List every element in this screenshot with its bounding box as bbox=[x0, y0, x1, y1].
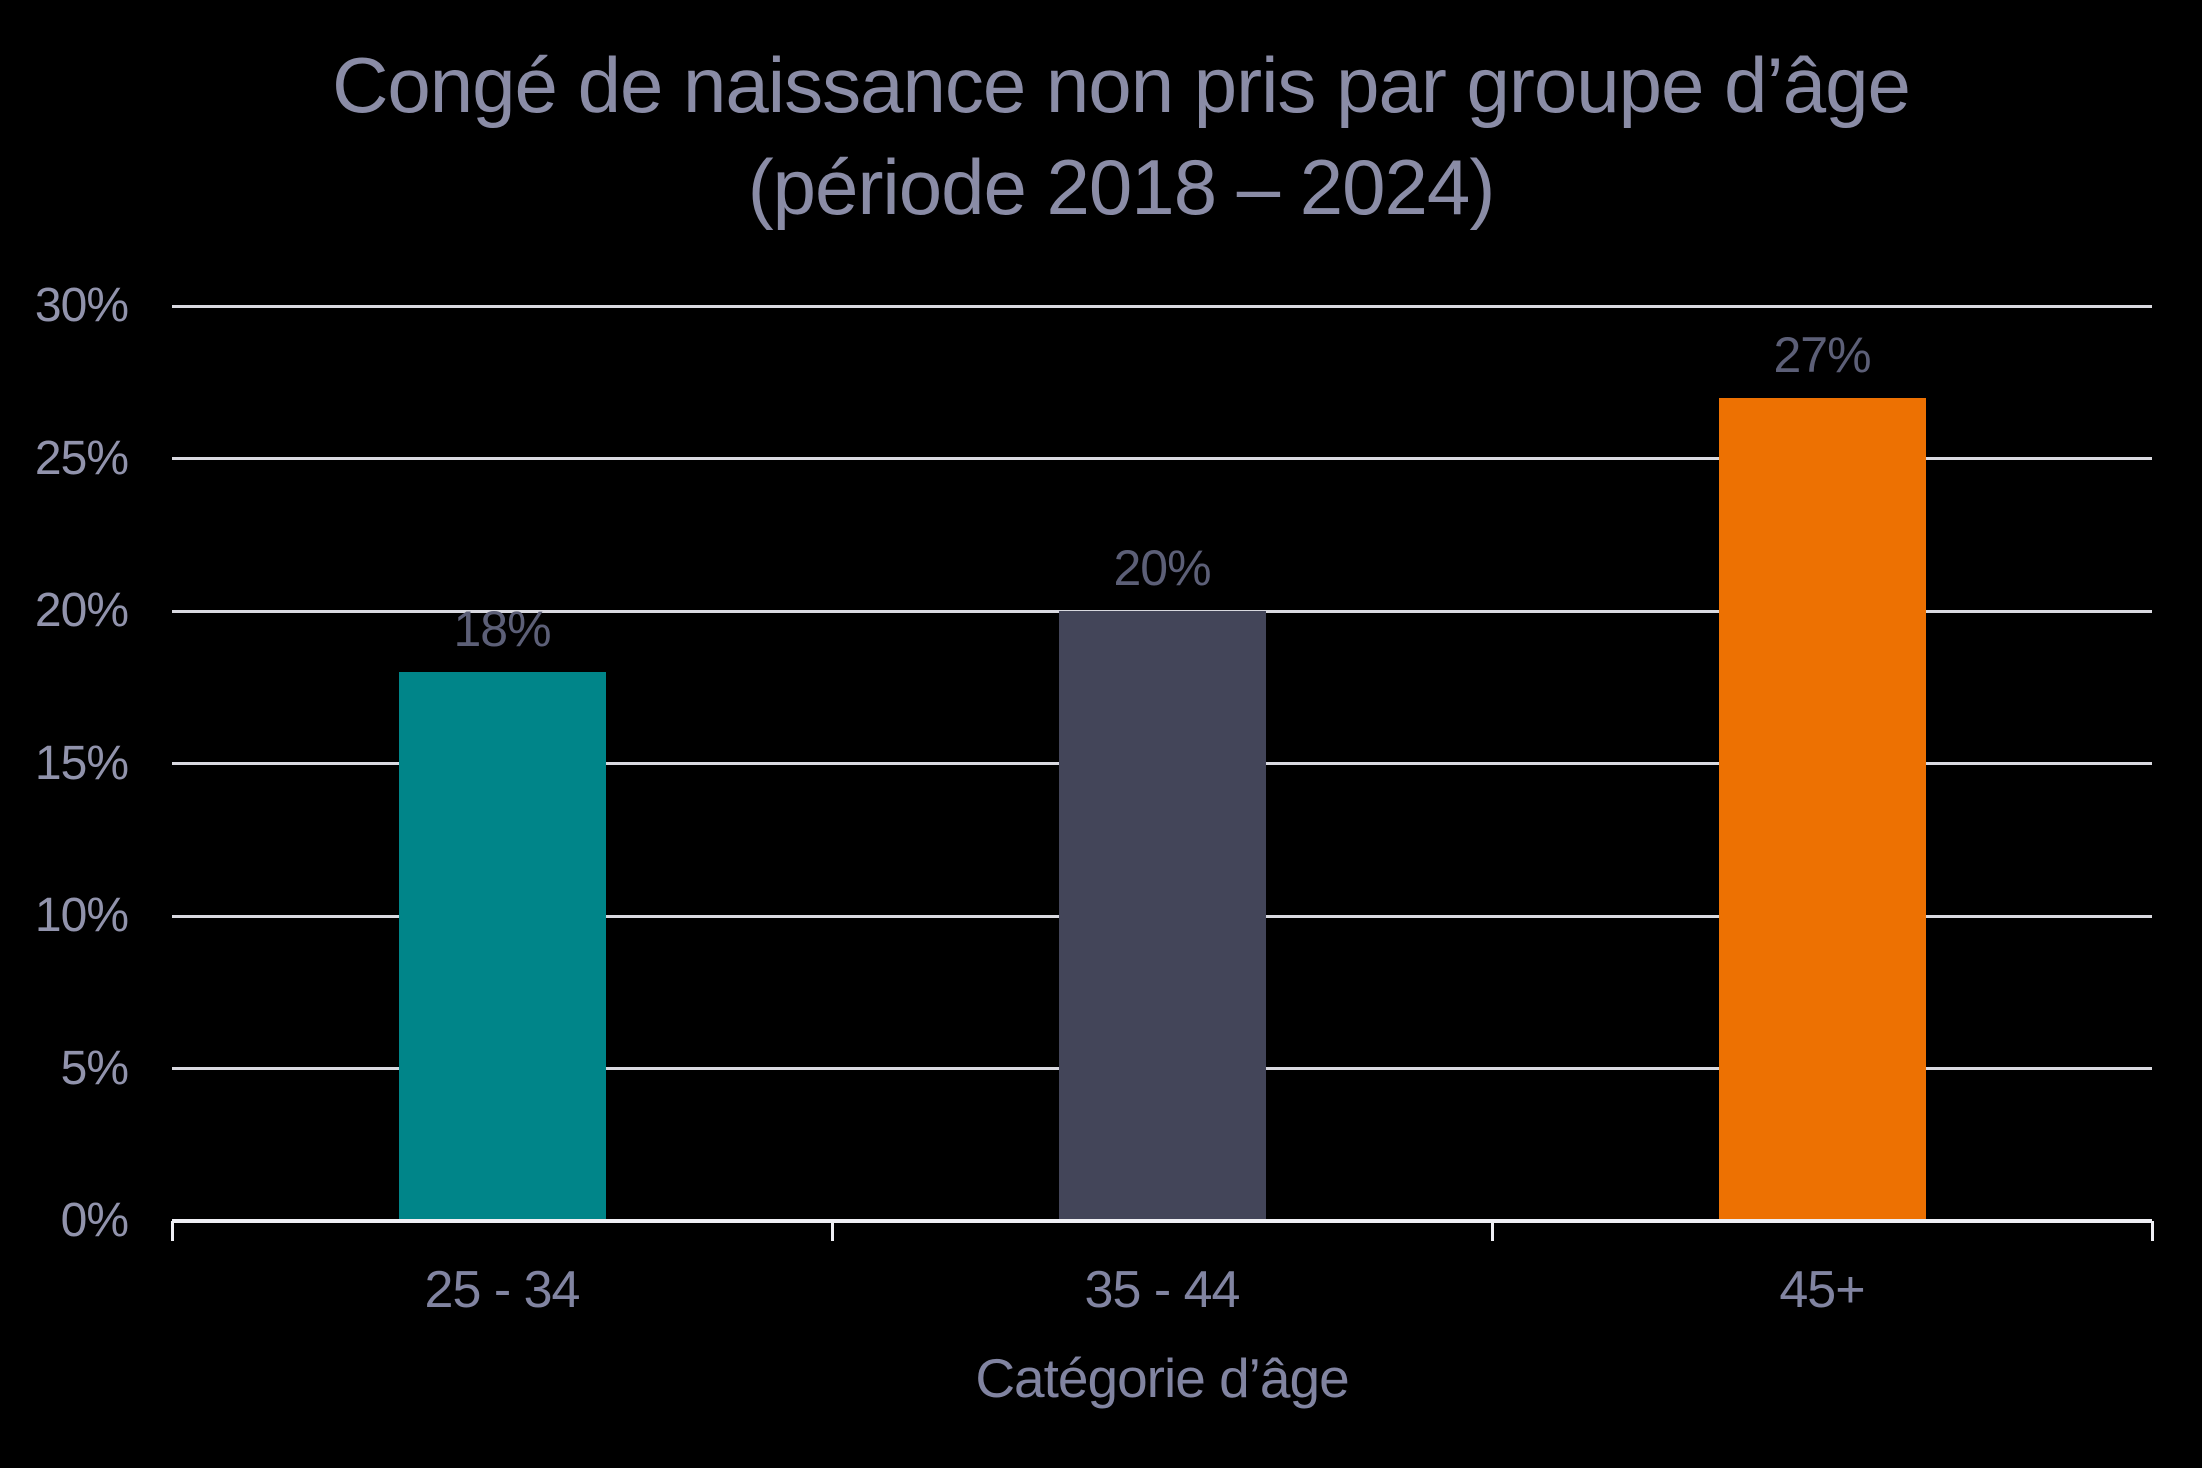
category-label-25-34: 25 - 34 bbox=[424, 1261, 581, 1319]
y-tick-label-10: 10% bbox=[34, 889, 129, 942]
y-tick-label-0: 0% bbox=[60, 1194, 129, 1247]
x-axis-tick-3 bbox=[2150, 1221, 2154, 1241]
y-tick-label-20: 20% bbox=[34, 584, 129, 637]
y-tick-label-30: 30% bbox=[34, 279, 129, 332]
y-tick-label-25: 25% bbox=[34, 431, 129, 485]
chart-title-block: Congé de naissance non pris par groupe d… bbox=[40, 34, 2202, 238]
x-axis-tick-0 bbox=[170, 1221, 174, 1241]
bar-value-label-45+: 27% bbox=[1773, 326, 1871, 383]
bar-value-label-35-44: 20% bbox=[1113, 540, 1211, 596]
bar-45+ bbox=[1718, 397, 1926, 1221]
category-label-35-44: 35 - 44 bbox=[1084, 1261, 1241, 1319]
x-axis-tick-1 bbox=[830, 1221, 834, 1241]
chart-title: Congé de naissance non pris par groupe d… bbox=[332, 41, 1911, 129]
category-label-45+: 45+ bbox=[1779, 1261, 1865, 1319]
y-tick-label-5: 5% bbox=[60, 1041, 129, 1095]
x-axis-title: Catégorie d’âge bbox=[975, 1347, 1349, 1409]
bar-value-label-25-34: 18% bbox=[453, 601, 551, 657]
x-axis-tick-2 bbox=[1490, 1221, 1494, 1241]
x-axis-line bbox=[172, 1219, 2152, 1223]
bar-35-44 bbox=[1058, 611, 1266, 1221]
gridline-30 bbox=[172, 304, 2152, 308]
y-tick-label-15: 15% bbox=[34, 736, 129, 790]
bar-25-34 bbox=[398, 672, 606, 1221]
chart-subtitle: (période 2018 – 2024) bbox=[747, 143, 1496, 231]
gridline-25 bbox=[172, 457, 2152, 460]
